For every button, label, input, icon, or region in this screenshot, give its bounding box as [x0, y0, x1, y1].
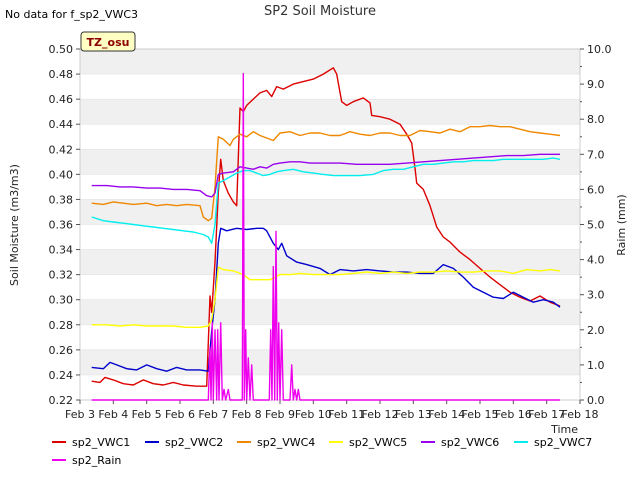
band [80, 249, 580, 275]
y2-tick-label: 6.0 [587, 183, 605, 196]
series-sp2_VWC6 [91, 153, 560, 198]
y-tick-label: 0.48 [49, 68, 74, 81]
legend-label-sp2_VWC2: sp2_VWC2 [165, 436, 223, 449]
series-sp2_VWC4 [91, 124, 561, 222]
tz-badge: TZ_osu [80, 31, 136, 52]
band [80, 99, 580, 125]
band [80, 199, 580, 225]
y-tick-label: 0.24 [49, 369, 74, 382]
x-tick-label: Feb 15 [462, 408, 499, 421]
series-sp2_Rain [91, 72, 560, 401]
x-tick-label: Feb 13 [395, 408, 432, 421]
y-tick-label: 0.22 [49, 394, 74, 407]
y2-tick-label: 5.0 [587, 219, 605, 232]
y-tick-label: 0.26 [49, 344, 74, 357]
x-tick-label: Feb 4 [98, 408, 128, 421]
x-tick-label: Feb 17 [528, 408, 565, 421]
x-axis-ticks: Feb 3 Feb 4 Feb 5 Feb 6 Feb 7 Feb 8 Feb 9 Feb 1… [65, 400, 598, 421]
legend-label-sp2_VWC4: sp2_VWC4 [257, 436, 315, 449]
x-tick-label: Feb 3 [65, 408, 95, 421]
y2-tick-label: 7.0 [587, 148, 605, 161]
badge-box [80, 31, 136, 52]
y2-tick-label: 8.0 [587, 113, 605, 126]
legend-label-sp2_VWC1: sp2_VWC1 [72, 436, 130, 449]
y2-tick-label: 3.0 [587, 289, 605, 302]
band [80, 299, 580, 325]
y-tick-label: 0.42 [49, 143, 74, 156]
x-tick-label: Feb 7 [198, 408, 228, 421]
x-tick-label: Feb 6 [165, 408, 195, 421]
y2-axis-ticks: 0.0 1.0 2.0 3.0 4.0 5.0 6.0 7.0 8.0 9.0 10.0 [580, 43, 612, 407]
y-tick-label: 0.44 [49, 118, 74, 131]
legend-label-sp2_VWC7: sp2_VWC7 [534, 436, 592, 449]
y-tick-label: 0.46 [49, 93, 74, 106]
y-tick-label: 0.50 [49, 43, 74, 56]
y2-tick-label: 2.0 [587, 324, 605, 337]
x-tick-label: Feb 9 [265, 408, 295, 421]
no-data-note: No data for f_sp2_VWC3 [5, 8, 138, 21]
band [80, 149, 580, 175]
y-tick-label: 0.36 [49, 219, 74, 232]
legend-label-sp2_Rain: sp2_Rain [72, 454, 121, 467]
badge-label: TZ_osu [87, 36, 130, 49]
y2-tick-label: 4.0 [587, 254, 605, 267]
y-tick-label: 0.32 [49, 269, 74, 282]
y-tick-label: 0.40 [49, 168, 74, 181]
y2-tick-label: 0.0 [587, 394, 605, 407]
y-axis-ticks: 0.22 0.24 0.26 0.28 0.30 0.32 0.34 0.36 0.38 0.40… [49, 43, 80, 407]
x-tick-label: Feb 10 [295, 408, 332, 421]
band [80, 349, 580, 375]
legend-label-sp2_VWC5: sp2_VWC5 [349, 436, 407, 449]
y-tick-label: 0.30 [49, 294, 74, 307]
x-axis-title: Time [550, 423, 578, 436]
y-tick-label: 0.38 [49, 193, 74, 206]
y2-tick-label: 9.0 [587, 78, 605, 91]
y-tick-label: 0.28 [49, 319, 74, 332]
x-tick-label: Feb 18 [562, 408, 599, 421]
x-tick-label: Feb 12 [362, 408, 399, 421]
chart-title: SP2 Soil Moisture [264, 4, 376, 19]
y-tick-label: 0.34 [49, 244, 74, 257]
y-axis-title: Soil Moisture (m3/m3) [8, 164, 21, 286]
background-bands [80, 48, 580, 401]
series-sp2_VWC7 [91, 157, 561, 245]
y2-tick-label: 10.0 [587, 43, 612, 56]
x-tick-label: Feb 14 [428, 408, 465, 421]
y2-axis-title: Raim (mm) [615, 194, 628, 255]
x-tick-label: Feb 5 [132, 408, 162, 421]
series-sp2_VWC2 [91, 227, 561, 372]
legend-label-sp2_VWC6: sp2_VWC6 [441, 436, 499, 449]
legend: sp2_VWC1 sp2_VWC2 sp2_VWC4 sp2_VWC5 sp2_VWC6… [52, 436, 592, 467]
y2-tick-label: 1.0 [587, 359, 605, 372]
series-sp2_VWC5 [91, 266, 561, 328]
x-tick-label: Feb 8 [232, 408, 262, 421]
x-tick-label: Feb 16 [495, 408, 532, 421]
x-tick-label: Feb 11 [328, 408, 365, 421]
series-sp2_VWC1 [91, 67, 561, 387]
series-lines [91, 67, 561, 401]
